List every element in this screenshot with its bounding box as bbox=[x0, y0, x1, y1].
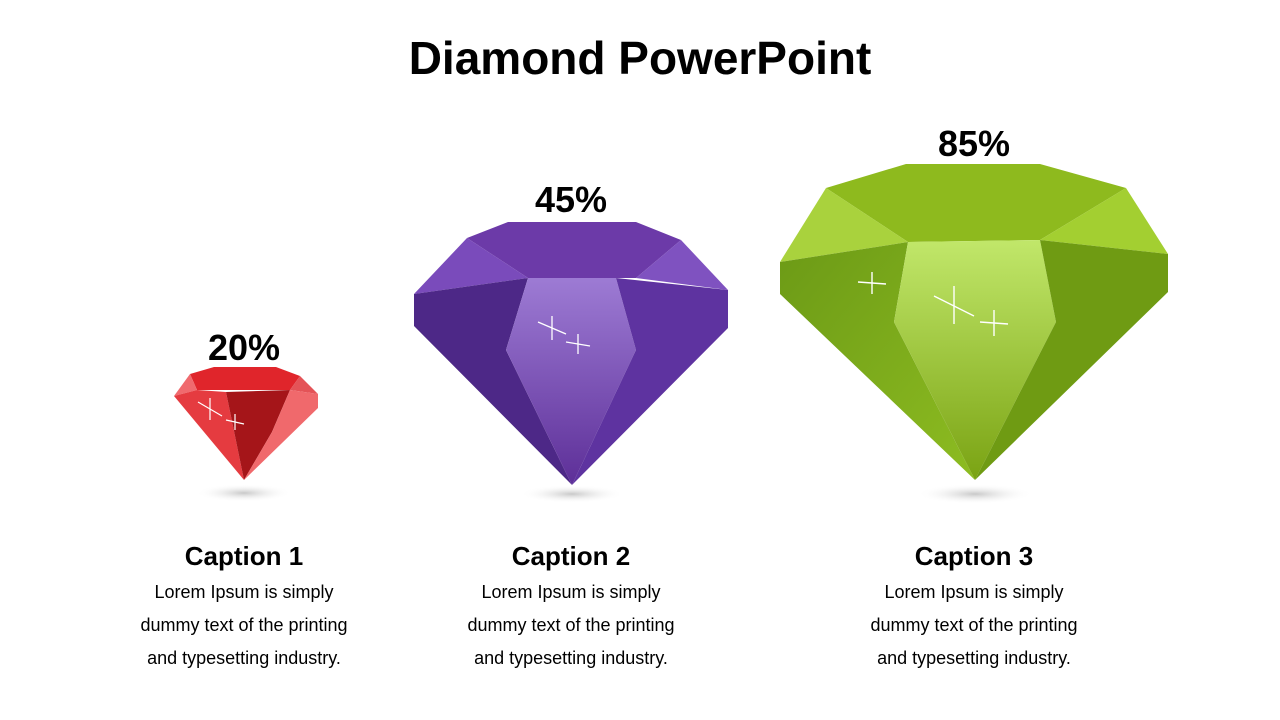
purple-gem-shadow bbox=[520, 485, 624, 503]
gem-2-percent: 45% bbox=[534, 179, 608, 220]
red-gem-shadow bbox=[196, 484, 292, 502]
caption-2-block: Caption 2 Lorem Ipsum is simply dummy te… bbox=[441, 540, 701, 675]
red-gem-table bbox=[190, 367, 300, 390]
red-gem-center bbox=[226, 390, 290, 480]
caption-3-line-1: Lorem Ipsum is simply bbox=[884, 582, 1064, 602]
red-gem-left-crown bbox=[174, 374, 197, 396]
green-gem-right-crown bbox=[1040, 188, 1168, 254]
red-gem-right-crown bbox=[290, 376, 318, 394]
caption-2-line-2: dummy text of the printing bbox=[467, 615, 675, 635]
purple-gem-center bbox=[506, 278, 636, 485]
caption-1-line-3: and typesetting industry. bbox=[147, 648, 341, 668]
caption-2-line-1: Lorem Ipsum is simply bbox=[481, 582, 661, 602]
caption-3-line-2: dummy text of the printing bbox=[870, 615, 1078, 635]
caption-2-title: Caption 2 bbox=[511, 541, 631, 571]
slide-title: Diamond PowerPoint bbox=[408, 32, 872, 84]
caption-3-line-3: and typesetting industry. bbox=[877, 648, 1071, 668]
purple-gem-left-pavilion bbox=[414, 278, 572, 485]
gem-3-percent: 85% bbox=[937, 123, 1011, 164]
purple-gem-sparkle-icon bbox=[537, 316, 591, 354]
red-gem-left-pavilion bbox=[174, 390, 244, 480]
caption-3-block: Caption 3 Lorem Ipsum is simply dummy te… bbox=[844, 540, 1104, 675]
caption-2-line-3: and typesetting industry. bbox=[474, 648, 668, 668]
green-gem-sparkle-icon bbox=[857, 272, 1009, 336]
caption-1-line-2: dummy text of the printing bbox=[140, 615, 348, 635]
purple-gem-right-pavilion bbox=[572, 278, 728, 485]
green-gem-shadow bbox=[917, 484, 1033, 504]
green-gem-right-pavilion bbox=[975, 240, 1168, 480]
green-gem-left-crown bbox=[780, 188, 908, 262]
red-gem-sparkle-icon bbox=[197, 398, 245, 430]
caption-1-block: Caption 1 Lorem Ipsum is simply dummy te… bbox=[114, 540, 374, 675]
gem-1-percent: 20% bbox=[207, 327, 281, 368]
green-gem-center bbox=[894, 240, 1056, 480]
purple-gem-table bbox=[467, 222, 681, 278]
caption-1-line-1: Lorem Ipsum is simply bbox=[154, 582, 334, 602]
purple-gem-right-crown bbox=[636, 240, 728, 290]
green-gem-table bbox=[826, 164, 1126, 242]
caption-3-title: Caption 3 bbox=[914, 541, 1034, 571]
green-gem-left-pavilion bbox=[780, 242, 975, 480]
red-gem-right-pavilion bbox=[244, 390, 318, 480]
caption-1-title: Caption 1 bbox=[184, 541, 304, 571]
purple-gem-left-crown bbox=[414, 238, 528, 294]
